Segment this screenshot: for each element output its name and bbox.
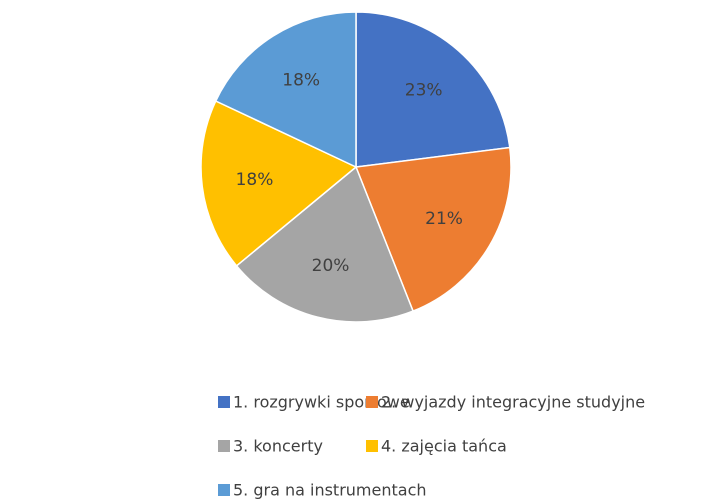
- data-label: 21%: [425, 209, 463, 229]
- legend-label: 1. rozgrywki sportowe: [233, 393, 410, 412]
- pie-slice: [354, 146, 512, 313]
- data-label: 20%: [312, 256, 350, 276]
- pie-slice: [355, 11, 511, 168]
- legend-swatch: [218, 440, 230, 452]
- legend-label: 2. wyjazdy integracyjne studyjne: [381, 393, 645, 412]
- pie-slice: [200, 100, 358, 267]
- legend-label: 5. gra na instrumentach: [233, 481, 427, 500]
- legend-label: 3. koncerty: [233, 437, 323, 456]
- legend-swatch: [218, 484, 230, 496]
- legend-swatch: [366, 440, 378, 452]
- data-label: 18%: [236, 170, 274, 190]
- data-label: 23%: [405, 80, 443, 100]
- pie-slice: [214, 11, 357, 169]
- data-label: 18%: [282, 71, 320, 91]
- pie-slice: [235, 165, 415, 323]
- legend-label: 4. zajęcia tańca: [381, 437, 507, 456]
- legend-swatch: [218, 396, 230, 408]
- legend-swatch: [366, 396, 378, 408]
